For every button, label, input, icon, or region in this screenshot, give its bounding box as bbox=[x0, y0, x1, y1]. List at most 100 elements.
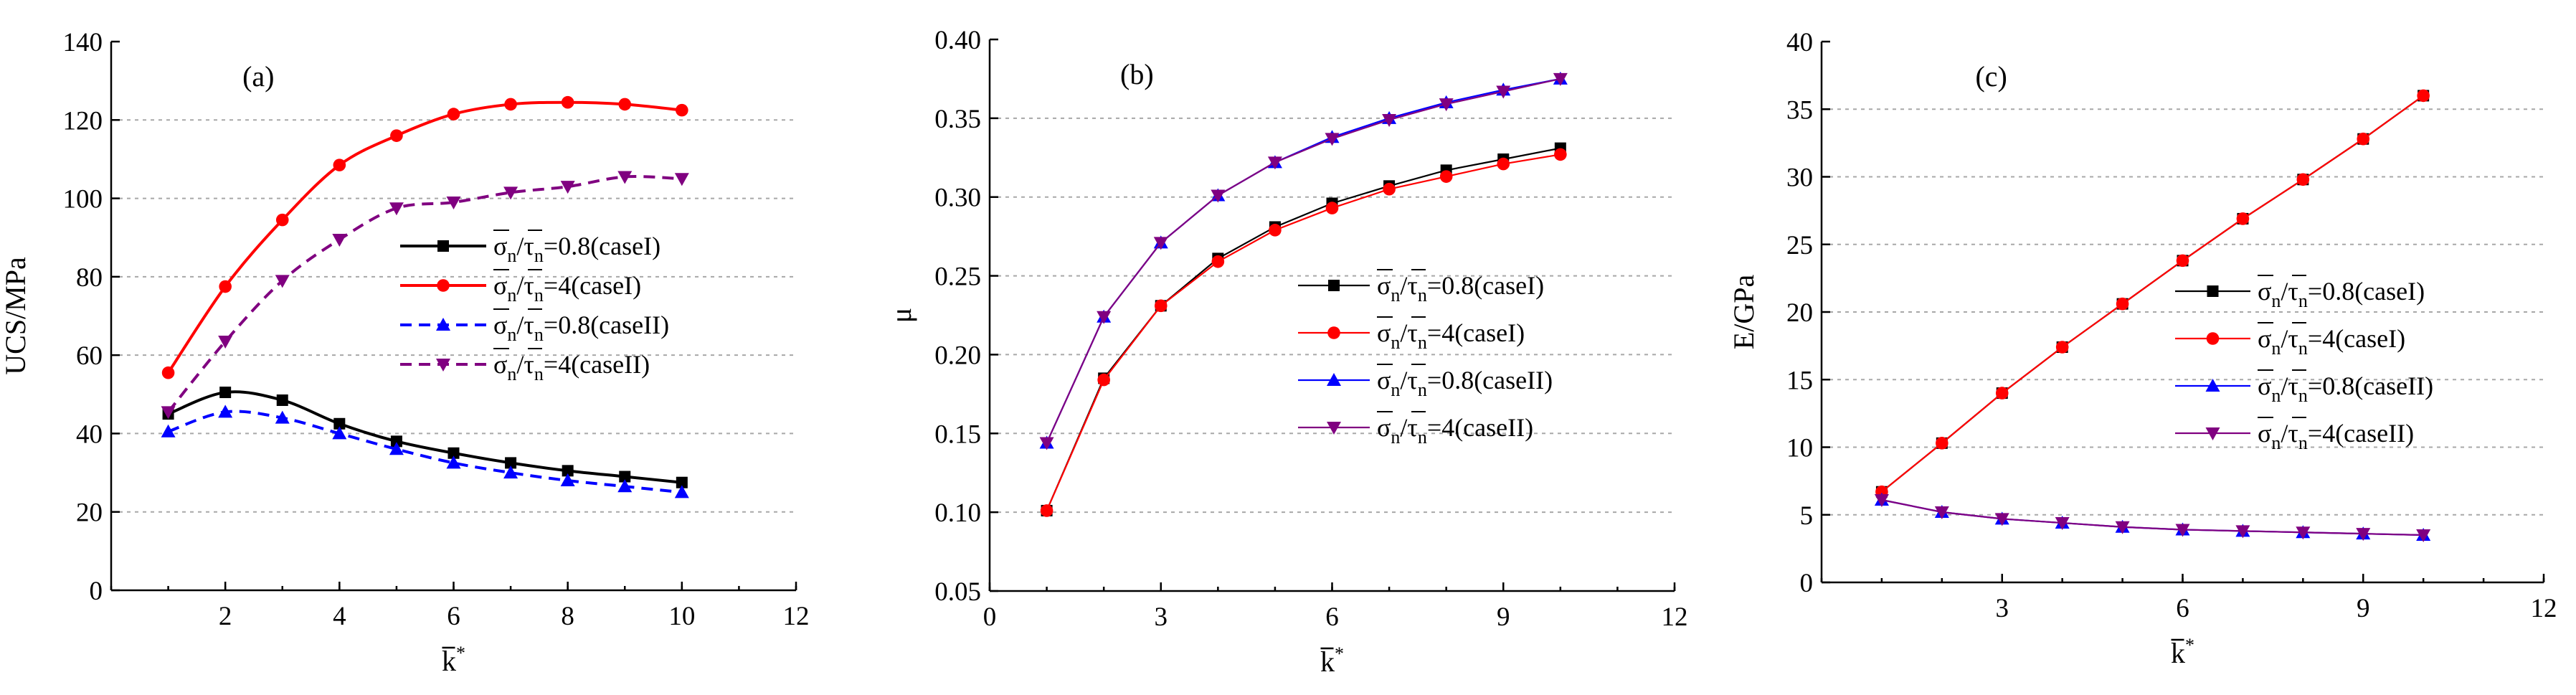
y-tick-label: 5 bbox=[1800, 501, 1814, 531]
y-tick-label: 0.10 bbox=[934, 498, 981, 528]
data-point bbox=[1039, 437, 1054, 450]
chart-panel-2: 0.05 0.10 0.15 0.20 0.25 0.30 0.35 0.40 0 3 6 9 12 k*… bbox=[885, 26, 1688, 678]
legend-label-3: σn/τn=0.8(caseII) bbox=[1377, 366, 1553, 400]
data-point bbox=[447, 108, 460, 120]
data-point bbox=[1439, 170, 1453, 183]
y-tick-label: 30 bbox=[1786, 164, 1813, 193]
legend-label-4: σn/τn=4(caseII) bbox=[493, 350, 650, 384]
x-axis-label: k* bbox=[442, 643, 465, 677]
data-point bbox=[1325, 202, 1339, 214]
legend-label-3: σn/τn=0.8(caseII) bbox=[493, 311, 669, 345]
legend-marker bbox=[2205, 379, 2220, 392]
x-tick-label: 6 bbox=[1325, 602, 1339, 632]
data-point bbox=[333, 417, 346, 430]
y-tick-label: 0.05 bbox=[934, 577, 981, 607]
x-tick-label: 12 bbox=[1662, 602, 1688, 632]
legend-marker bbox=[1327, 373, 1341, 386]
series-line bbox=[1881, 498, 2424, 536]
data-point bbox=[674, 485, 689, 498]
y-tick-label: 15 bbox=[1786, 366, 1813, 395]
data-point bbox=[561, 95, 574, 109]
data-point bbox=[2357, 132, 2370, 146]
y-tick-label: 0 bbox=[1800, 569, 1814, 598]
x-axis-label: k* bbox=[1320, 643, 1344, 678]
legend-marker bbox=[1327, 326, 1340, 339]
data-point bbox=[2055, 341, 2069, 354]
y-axis-label: UCS/MPa bbox=[0, 257, 32, 375]
data-point bbox=[562, 465, 574, 477]
y-tick-label: 25 bbox=[1786, 231, 1813, 260]
legend: σn/τn=0.8(caseI) σn/τn=4(caseI) σn/τn=0.8(… bbox=[1298, 269, 1553, 448]
y-axis-label: E/GPa bbox=[1728, 275, 1760, 350]
data-point bbox=[618, 98, 632, 111]
data-point bbox=[674, 173, 689, 186]
x-tick-label: 9 bbox=[2357, 594, 2370, 623]
series-3 bbox=[161, 405, 689, 498]
data-point bbox=[1553, 72, 1568, 86]
data-point bbox=[161, 366, 175, 379]
data-point bbox=[446, 197, 461, 210]
data-point bbox=[2296, 526, 2311, 540]
y-tick-label: 40 bbox=[76, 420, 103, 449]
series-4 bbox=[1874, 494, 2431, 543]
panel-title: (a) bbox=[242, 60, 274, 93]
data-point bbox=[219, 280, 232, 293]
y-tick-label: 35 bbox=[1786, 95, 1813, 125]
legend-marker bbox=[2205, 427, 2220, 440]
y-tick-label: 0 bbox=[90, 577, 103, 606]
data-point bbox=[2116, 297, 2129, 311]
data-point bbox=[504, 98, 517, 111]
data-point bbox=[676, 476, 688, 488]
data-point bbox=[1382, 114, 1397, 128]
legend-label-4: σn/τn=4(caseII) bbox=[1377, 413, 1533, 448]
legend-marker bbox=[437, 279, 450, 292]
data-point bbox=[1097, 311, 1112, 324]
y-tick-label: 0.20 bbox=[934, 341, 981, 370]
data-point bbox=[560, 473, 575, 486]
legend-label-4: σn/τn=4(caseII) bbox=[2258, 419, 2414, 453]
data-point bbox=[2055, 517, 2070, 531]
series-line bbox=[1881, 498, 2424, 536]
data-point bbox=[389, 442, 404, 455]
y-tick-label: 60 bbox=[76, 341, 103, 371]
chart-panel-3: 0 5 10 15 20 25 30 35 40 3 6 9 12 k* E/GPa (c) σn/τn=0.8… bbox=[1728, 28, 2557, 669]
x-tick-label: 10 bbox=[668, 602, 695, 631]
data-point bbox=[161, 406, 176, 420]
data-point bbox=[617, 479, 633, 493]
series-4 bbox=[161, 171, 689, 420]
y-tick-label: 100 bbox=[63, 185, 103, 214]
data-point bbox=[676, 103, 688, 117]
data-point bbox=[446, 455, 461, 469]
data-point bbox=[161, 424, 176, 438]
data-point bbox=[1211, 189, 1226, 203]
data-point bbox=[1097, 373, 1110, 387]
data-point bbox=[2296, 173, 2310, 186]
series-line bbox=[1046, 77, 1561, 443]
data-point bbox=[390, 435, 402, 448]
y-tick-label: 0.40 bbox=[934, 26, 981, 55]
x-tick-label: 3 bbox=[1996, 594, 2009, 623]
y-tick-label: 0.15 bbox=[934, 420, 981, 449]
legend-marker bbox=[436, 318, 450, 331]
data-point bbox=[1994, 513, 2009, 526]
data-point bbox=[1153, 237, 1168, 250]
data-point bbox=[1211, 255, 1225, 268]
x-tick-label: 0 bbox=[983, 602, 997, 632]
data-point bbox=[389, 202, 404, 216]
data-point bbox=[332, 426, 347, 440]
y-tick-label: 20 bbox=[1786, 298, 1813, 328]
panel-title: (b) bbox=[1120, 58, 1154, 90]
data-point bbox=[1554, 148, 1567, 161]
legend-marker bbox=[436, 359, 450, 372]
legend-label-1: σn/τn=0.8(caseI) bbox=[2258, 277, 2425, 311]
legend-marker bbox=[2206, 332, 2220, 345]
x-tick-label: 2 bbox=[219, 602, 232, 631]
data-point bbox=[560, 181, 575, 194]
x-tick-label: 4 bbox=[333, 602, 346, 631]
data-point bbox=[503, 465, 518, 479]
x-tick-label: 12 bbox=[2531, 594, 2557, 623]
legend-label-2: σn/τn=4(caseI) bbox=[493, 271, 641, 306]
series-2 bbox=[1875, 89, 2430, 498]
y-tick-label: 0.25 bbox=[934, 263, 981, 292]
